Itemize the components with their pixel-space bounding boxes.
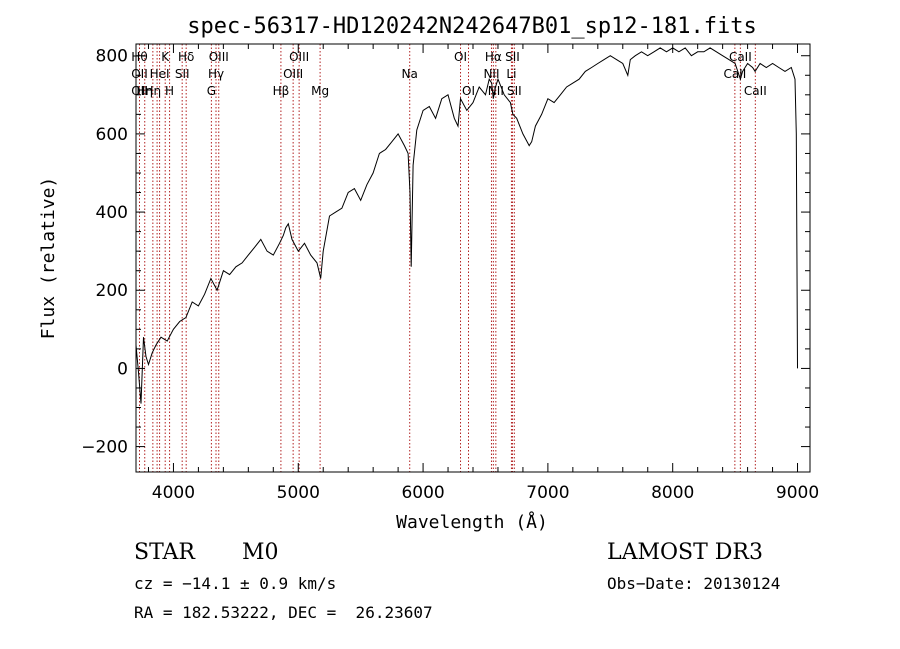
line-marker-label: G (207, 84, 216, 98)
line-marker-label: Li (506, 67, 516, 81)
line-marker-label: H (165, 84, 174, 98)
y-tick-label: 800 (96, 47, 128, 67)
survey-name: LAMOST DR3 (607, 540, 763, 565)
emission-line-labels: HθOIIOIIHηHηHeIKHSIIHδGHγOIIIHβOIIIOIIIM… (131, 50, 767, 98)
y-tick-label: 0 (117, 359, 128, 379)
line-marker-label: OI (462, 84, 475, 98)
line-marker-label: Na (402, 67, 418, 81)
line-marker-label: OII (131, 67, 148, 81)
plot-frame (135, 43, 811, 473)
line-marker-label: Hα (485, 50, 502, 64)
y-tick-label: 600 (96, 125, 128, 145)
y-tick-label: −200 (81, 438, 128, 458)
x-tick-label: 9000 (776, 483, 819, 503)
x-axis-label: Wavelength (Å) (396, 511, 548, 533)
line-marker-label: K (161, 50, 170, 64)
y-axis-label: Flux (relative) (38, 177, 59, 340)
spectrum-line (135, 47, 798, 404)
x-tick-label: 4000 (152, 483, 195, 503)
obs-date: Obs−Date: 20130124 (607, 574, 781, 593)
line-marker-label: OIII (289, 50, 309, 64)
line-marker-label: CaII (744, 84, 767, 98)
line-marker-label: OII (131, 84, 148, 98)
line-marker-label: OIII (209, 50, 229, 64)
line-marker-label: CaII (729, 50, 752, 64)
y-tick-label: 200 (96, 281, 128, 301)
line-marker-label: SII (175, 67, 190, 81)
line-marker-label: NII (483, 67, 499, 81)
coordinates-readout: RA = 182.53222, DEC = 26.23607 (134, 603, 433, 622)
line-marker-label: Hβ (273, 84, 290, 98)
spectrum-chart: spec-56317-HD120242N242647B01_sp12-181.f… (38, 14, 819, 533)
line-marker-label: SII (505, 50, 520, 64)
y-axis-ticks: −200 0 200 400 600 800 (81, 47, 810, 458)
line-marker-label: Mg (311, 84, 329, 98)
x-tick-label: 7000 (526, 483, 569, 503)
line-marker-label: OIII (283, 67, 303, 81)
x-tick-label: 5000 (277, 483, 320, 503)
line-marker-label: CaII (723, 67, 746, 81)
chart-title: spec-56317-HD120242N242647B01_sp12-181.f… (187, 14, 757, 39)
x-tick-label: 8000 (651, 483, 694, 503)
line-marker-label: Hθ (131, 50, 147, 64)
y-tick-label: 400 (96, 203, 128, 223)
object-type: STAR (134, 540, 195, 565)
redshift-readout: cz = −14.1 ± 0.9 km/s (134, 574, 337, 593)
line-marker-label: SII (507, 84, 522, 98)
spectral-subclass: M0 (242, 540, 279, 565)
line-marker-label: Hη (145, 84, 162, 98)
x-tick-label: 6000 (401, 483, 444, 503)
line-marker-label: OI (454, 50, 467, 64)
line-marker-label: HeI (150, 67, 170, 81)
x-axis-ticks: 4000 5000 6000 7000 8000 9000 (147, 44, 819, 503)
line-marker-label: Hδ (178, 50, 194, 64)
emission-line-markers (138, 44, 756, 472)
line-marker-label: Hγ (208, 67, 224, 81)
